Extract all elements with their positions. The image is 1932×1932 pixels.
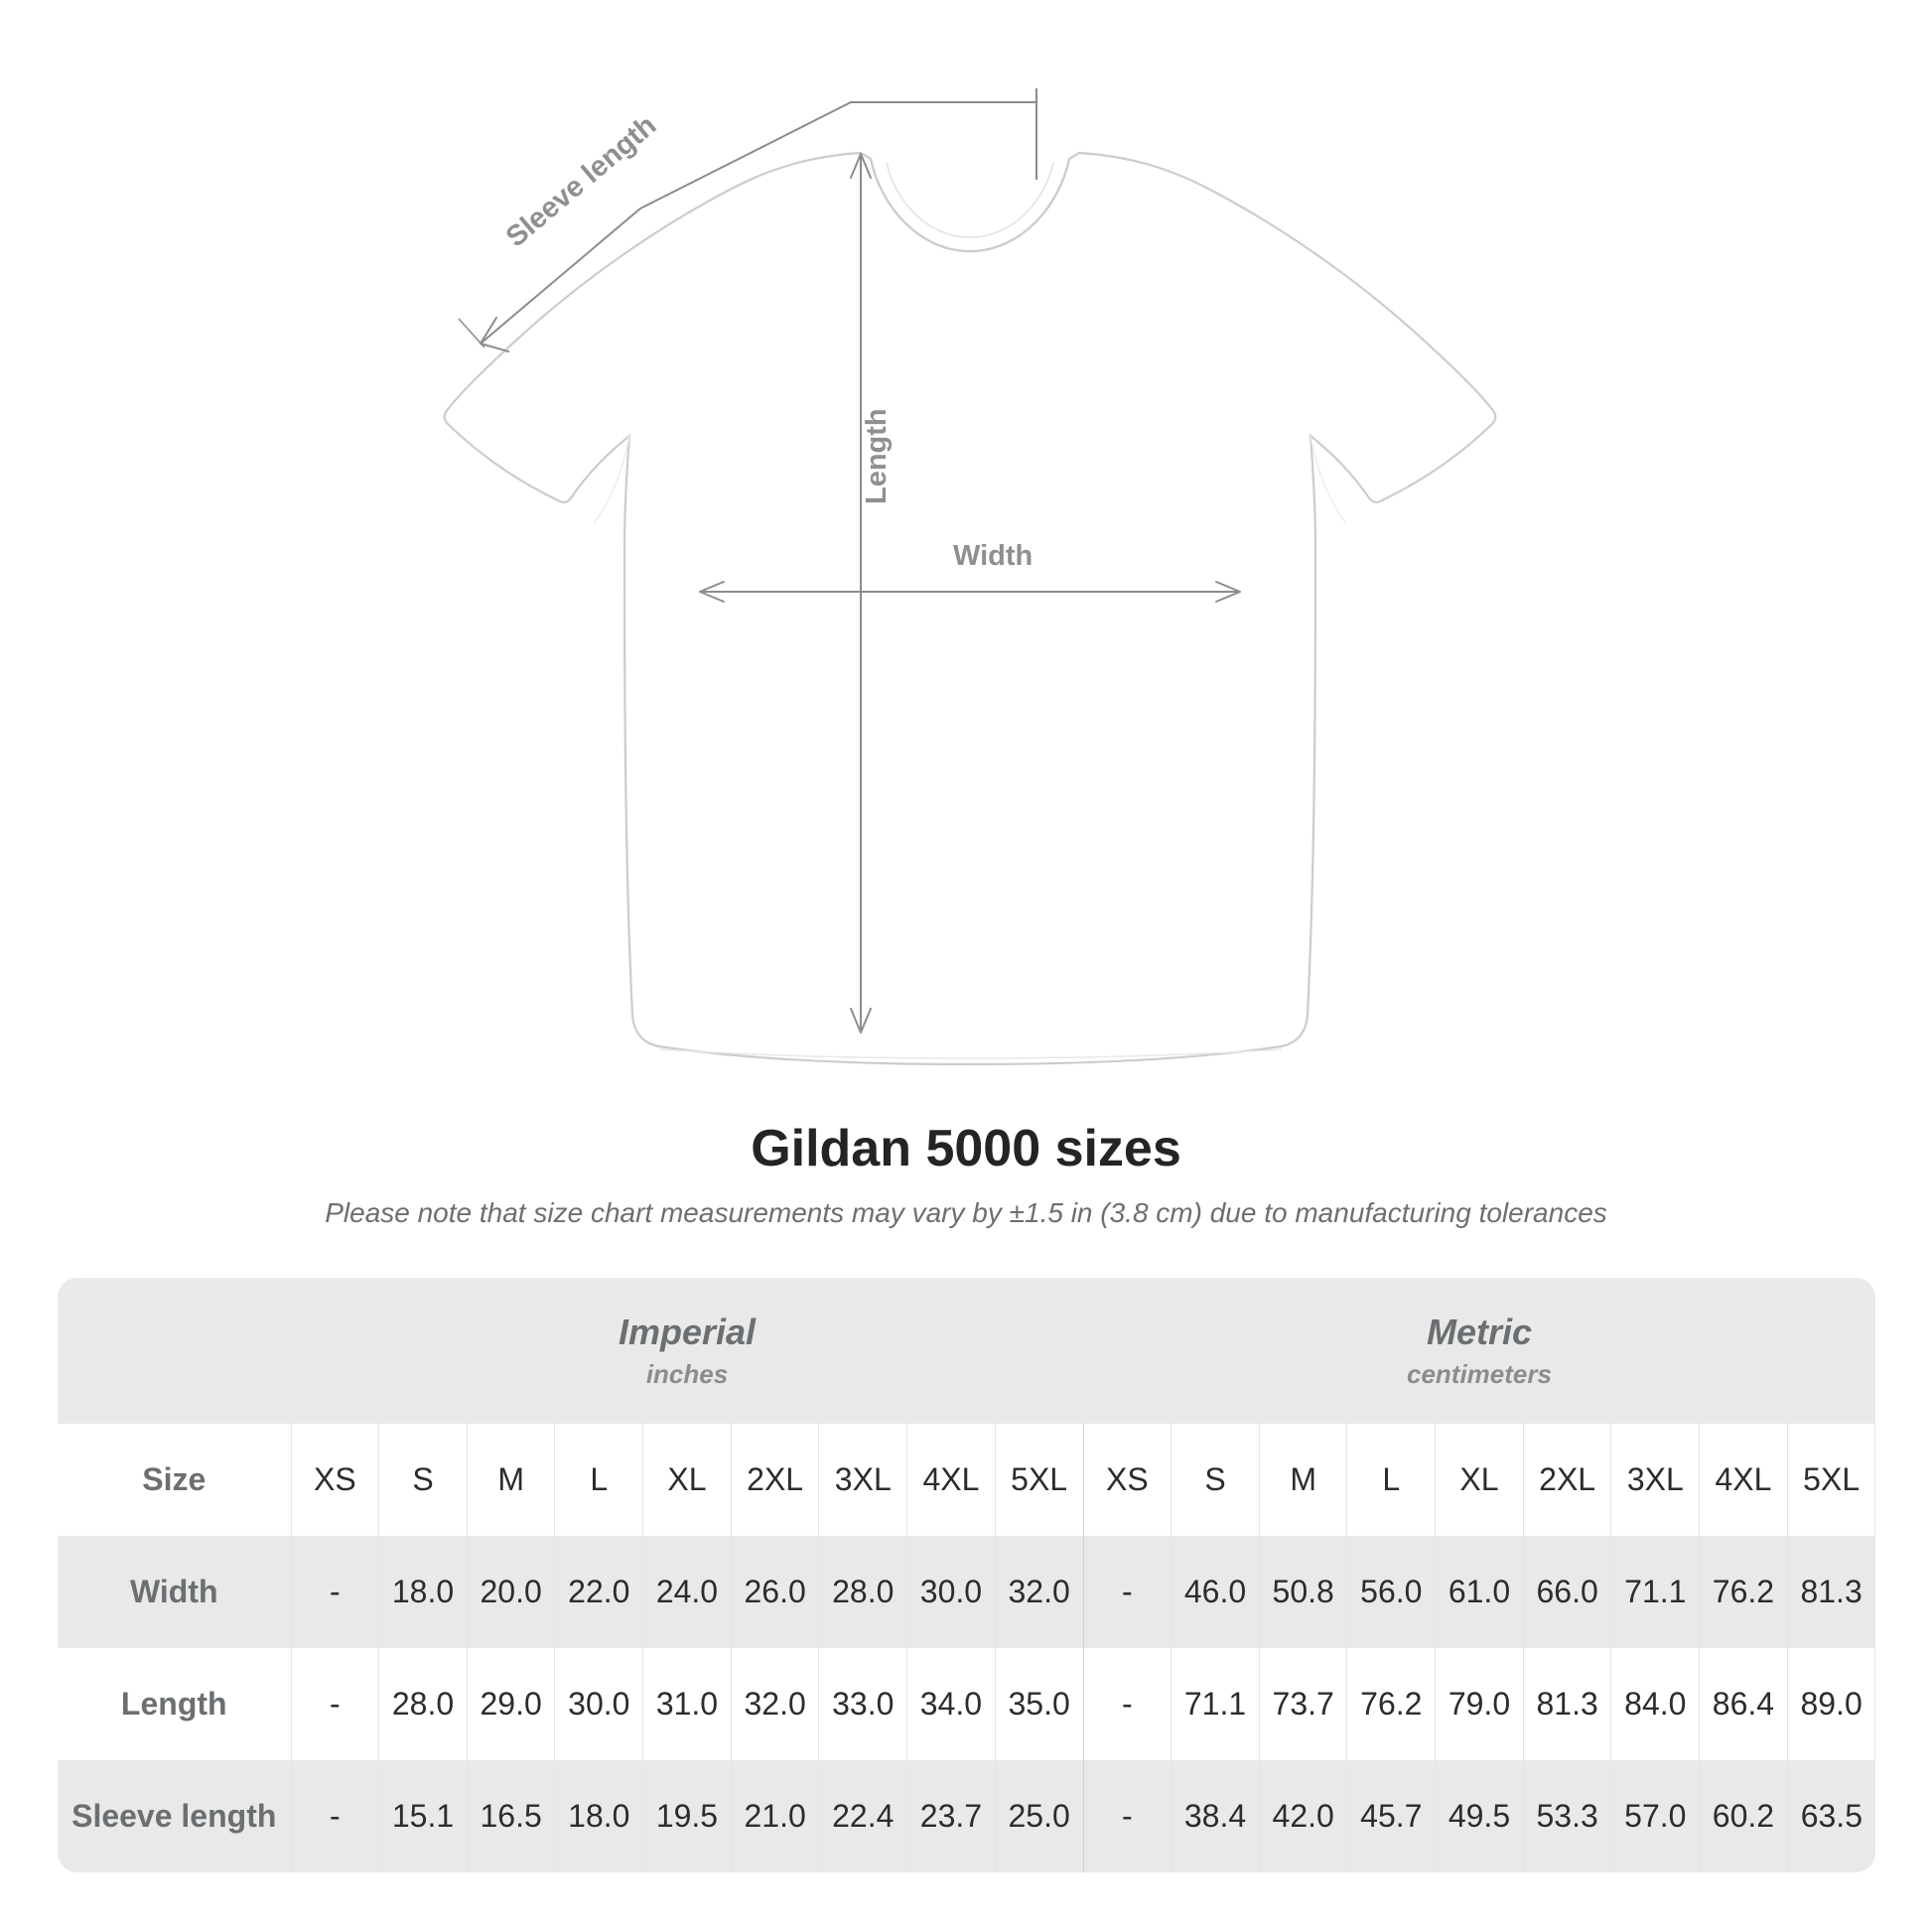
svg-text:Length: Length bbox=[861, 408, 893, 504]
svg-text:Width: Width bbox=[953, 540, 1033, 572]
svg-text:Sleeve length: Sleeve length bbox=[500, 109, 662, 253]
